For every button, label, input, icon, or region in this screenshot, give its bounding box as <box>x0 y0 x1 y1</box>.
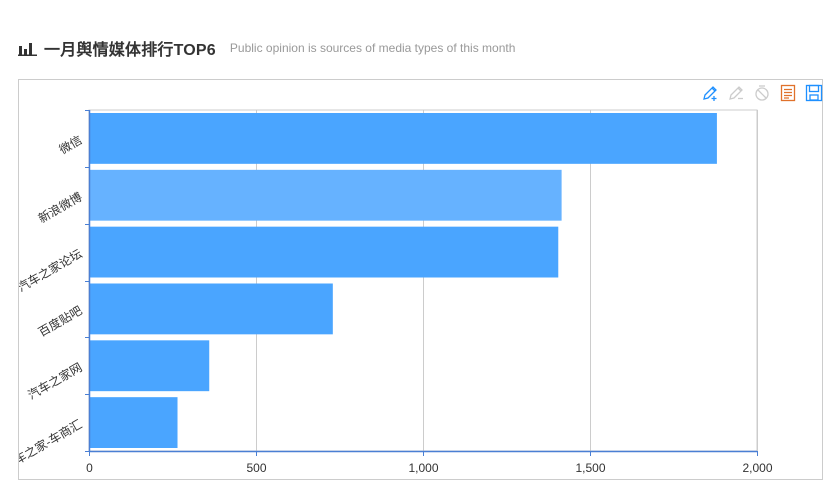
chart-toolbox <box>701 84 823 102</box>
data-view-icon[interactable] <box>779 84 797 102</box>
y-tick-label: 百度贴吧 <box>35 303 84 340</box>
x-tick-label: 0 <box>86 461 93 475</box>
y-tick-label: 汽车之家-车商汇 <box>1 416 85 473</box>
chart-panel <box>18 79 823 480</box>
x-tick-label: 2,000 <box>742 461 772 475</box>
bar-chart-icon <box>18 43 37 56</box>
y-tick-label: 微信 <box>57 133 85 157</box>
clear-icon[interactable] <box>753 84 771 102</box>
x-tick-label: 1,000 <box>408 461 438 475</box>
bar[interactable] <box>90 397 178 448</box>
edit-disabled-icon[interactable] <box>727 84 745 102</box>
save-icon[interactable] <box>805 84 823 102</box>
bar[interactable] <box>90 340 210 392</box>
chart-subtitle: Public opinion is sources of media types… <box>229 41 516 55</box>
x-tick-label: 500 <box>246 461 266 475</box>
chart-header: 一月舆情媒体排行TOP6 Public opinion is sources o… <box>18 36 515 60</box>
y-tick-label: 汽车之家网 <box>25 359 84 402</box>
edit-icon[interactable] <box>701 84 719 102</box>
bar[interactable] <box>90 226 559 278</box>
bar[interactable] <box>90 113 717 164</box>
y-tick-label: 汽车之家论坛 <box>15 246 85 295</box>
chart-title: 一月舆情媒体排行TOP6 <box>44 42 216 59</box>
y-tick-label: 新浪微博 <box>35 189 84 226</box>
bar[interactable] <box>90 283 333 335</box>
x-tick-label: 1,500 <box>575 461 605 475</box>
bar[interactable] <box>90 169 562 221</box>
